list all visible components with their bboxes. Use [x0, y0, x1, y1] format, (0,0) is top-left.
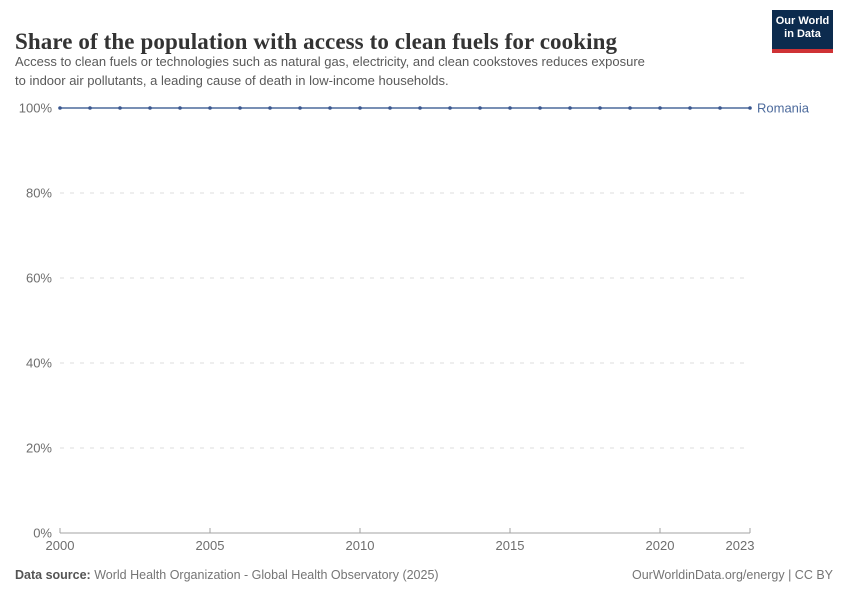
- x-tick-label: 2023: [726, 538, 755, 553]
- owid-logo-line2: in Data: [784, 28, 821, 40]
- owid-logo-line1: Our World: [775, 15, 830, 27]
- x-tick-label: 2005: [196, 538, 225, 553]
- data-point: [358, 106, 362, 110]
- x-tick-label: 2000: [46, 538, 75, 553]
- y-tick-label: 80%: [26, 186, 52, 201]
- data-point: [628, 106, 632, 110]
- series-label: Romania: [757, 101, 810, 116]
- data-point: [508, 106, 512, 110]
- y-tick-label: 0%: [33, 526, 52, 541]
- owid-logo: Our World in Data: [772, 10, 833, 53]
- y-tick-label: 60%: [26, 271, 52, 286]
- data-point: [268, 106, 272, 110]
- x-tick-label: 2020: [646, 538, 675, 553]
- data-point: [538, 106, 542, 110]
- credit-text: OurWorldinData.org/energy | CC BY: [631, 568, 833, 582]
- x-tick-label: 2015: [496, 538, 525, 553]
- chart-footer: Data source: World Health Organization -…: [15, 568, 833, 582]
- data-point: [118, 106, 122, 110]
- data-point: [598, 106, 602, 110]
- data-point: [478, 106, 482, 110]
- y-tick-label: 20%: [26, 441, 52, 456]
- data-point: [178, 106, 182, 110]
- data-point: [58, 106, 62, 110]
- data-point: [328, 106, 332, 110]
- data-point: [448, 106, 452, 110]
- data-source-label: Data source:: [15, 568, 91, 582]
- data-point: [238, 106, 242, 110]
- data-point: [688, 106, 692, 110]
- chart-subtitle-line1: Access to clean fuels or technologies su…: [15, 54, 645, 69]
- chart-subtitle: Access to clean fuels or technologies su…: [15, 52, 755, 90]
- data-point: [748, 106, 752, 110]
- data-point: [208, 106, 212, 110]
- data-point: [658, 106, 662, 110]
- data-point: [418, 106, 422, 110]
- chart-title: Share of the population with access to c…: [15, 29, 618, 55]
- data-source-note: Data source: World Health Organization -…: [15, 568, 439, 582]
- data-source-text: World Health Organization - Global Healt…: [90, 568, 439, 582]
- data-point: [88, 106, 92, 110]
- chart-subtitle-line2: to indoor air pollutants, a leading caus…: [15, 73, 449, 88]
- data-point: [388, 106, 392, 110]
- y-tick-label: 100%: [19, 101, 53, 116]
- y-tick-label: 40%: [26, 356, 52, 371]
- data-point: [718, 106, 722, 110]
- data-point: [568, 106, 572, 110]
- data-point: [148, 106, 152, 110]
- data-point: [298, 106, 302, 110]
- chart-svg: 0% 20% 40% 60% 80% 100% 2000 2005 2010 2015 2020 20…: [19, 101, 810, 554]
- x-tick-label: 2010: [346, 538, 375, 553]
